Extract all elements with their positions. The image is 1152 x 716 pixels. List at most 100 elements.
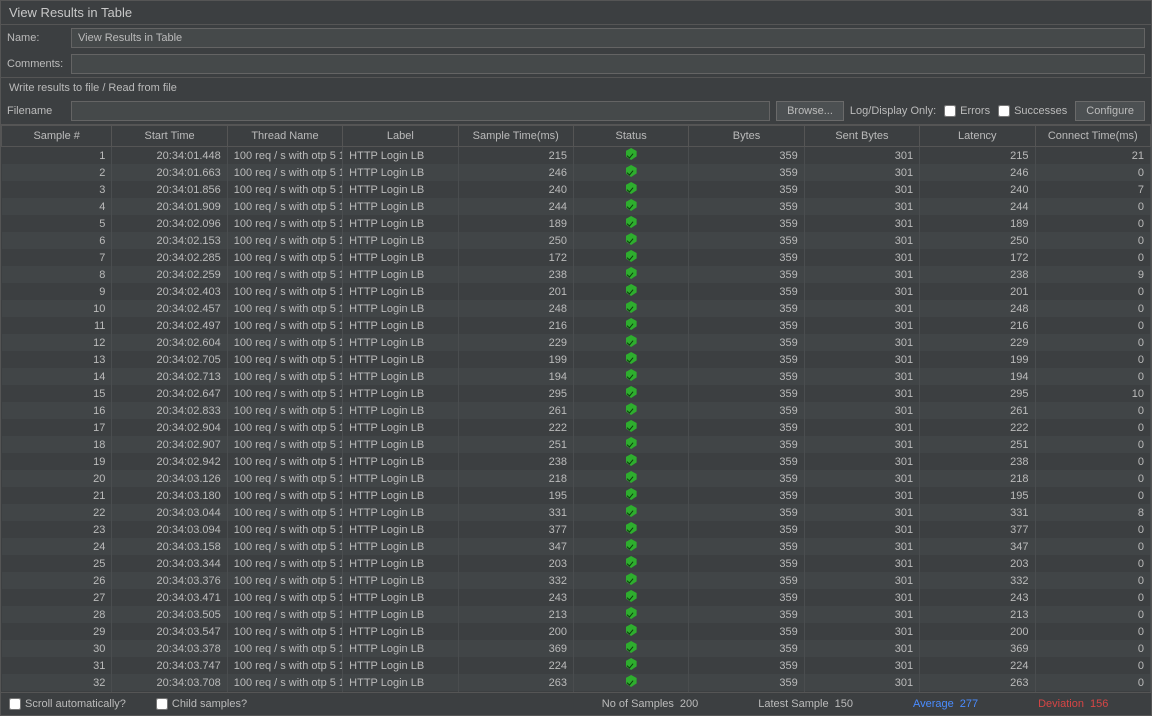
cell: 263 (458, 674, 573, 691)
child-samples-input[interactable] (156, 698, 168, 710)
table-row[interactable]: 720:34:02.285100 req / s with otp 5 1-2H… (2, 249, 1151, 266)
successes-checkbox-input[interactable] (998, 105, 1010, 117)
cell: HTTP Login LB (343, 283, 458, 300)
column-header-4[interactable]: Sample Time(ms) (458, 126, 573, 147)
cell: 301 (804, 334, 919, 351)
table-row[interactable]: 2820:34:03.505100 req / s with otp 5 1-3… (2, 606, 1151, 623)
cell: 213 (920, 606, 1035, 623)
column-header-2[interactable]: Thread Name (227, 126, 342, 147)
cell: 224 (458, 657, 573, 674)
scroll-auto-checkbox[interactable]: Scroll automatically? (9, 698, 126, 710)
table-row[interactable]: 2220:34:03.044100 req / s with otp 5 1-5… (2, 504, 1151, 521)
cell: 100 req / s with otp 5 1-1 (227, 283, 342, 300)
cell: 218 (920, 470, 1035, 487)
scroll-auto-input[interactable] (9, 698, 21, 710)
errors-checkbox-input[interactable] (944, 105, 956, 117)
table-row[interactable]: 820:34:02.259100 req / s with otp 5 1-3H… (2, 266, 1151, 283)
name-row: Name: (1, 25, 1151, 51)
table-row[interactable]: 120:34:01.448100 req / s with otp 5 1-1H… (2, 147, 1151, 165)
cell: 199 (458, 351, 573, 368)
table-row[interactable]: 3020:34:03.378100 req / s with otp 5 1-5… (2, 640, 1151, 657)
cell: HTTP Login LB (343, 538, 458, 555)
cell: 359 (689, 436, 804, 453)
table-row[interactable]: 1220:34:02.604100 req / s with otp 5 1-1… (2, 334, 1151, 351)
cell: 20:34:01.909 (112, 198, 227, 215)
table-row[interactable]: 3120:34:03.747100 req / s with otp 5 1-2… (2, 657, 1151, 674)
table-row[interactable]: 2320:34:03.094100 req / s with otp 5 1-1… (2, 521, 1151, 538)
column-header-6[interactable]: Bytes (689, 126, 804, 147)
cell: 7 (1035, 181, 1151, 198)
status-success-icon (626, 675, 637, 687)
cell: 301 (804, 674, 919, 691)
cell: 3 (2, 181, 112, 198)
table-row[interactable]: 1320:34:02.705100 req / s with otp 5 1-2… (2, 351, 1151, 368)
table-row[interactable]: 2720:34:03.471100 req / s with otp 5 1-1… (2, 589, 1151, 606)
child-samples-checkbox[interactable]: Child samples? (156, 698, 247, 710)
cell: 16 (2, 402, 112, 419)
cell (573, 555, 688, 572)
name-input[interactable] (71, 28, 1145, 48)
status-success-icon (626, 267, 637, 279)
status-success-icon (626, 216, 637, 228)
cell: 100 req / s with otp 5 1-3 (227, 317, 342, 334)
cell: HTTP Login LB (343, 249, 458, 266)
table-row[interactable]: 1620:34:02.833100 req / s with otp 5 1-1… (2, 402, 1151, 419)
table-row[interactable]: 2020:34:03.126100 req / s with otp 5 1-2… (2, 470, 1151, 487)
column-header-1[interactable]: Start Time (112, 126, 227, 147)
table-row[interactable]: 3220:34:03.708100 req / s with otp 5 1-4… (2, 674, 1151, 691)
table-row[interactable]: 1820:34:02.907100 req / s with otp 5 1-3… (2, 436, 1151, 453)
status-success-icon (626, 539, 637, 551)
cell: 0 (1035, 419, 1151, 436)
table-row[interactable]: 1020:34:02.457100 req / s with otp 5 1-2… (2, 300, 1151, 317)
table-row[interactable]: 2620:34:03.376100 req / s with otp 5 1-4… (2, 572, 1151, 589)
cell: 359 (689, 266, 804, 283)
table-row[interactable]: 2920:34:03.547100 req / s with otp 5 1-2… (2, 623, 1151, 640)
table-row[interactable]: 620:34:02.153100 req / s with otp 5 1-1H… (2, 232, 1151, 249)
cell: 359 (689, 419, 804, 436)
table-row[interactable]: 1420:34:02.713100 req / s with otp 5 1-3… (2, 368, 1151, 385)
cell: 244 (920, 198, 1035, 215)
cell: 301 (804, 657, 919, 674)
column-header-7[interactable]: Sent Bytes (804, 126, 919, 147)
column-header-9[interactable]: Connect Time(ms) (1035, 126, 1151, 147)
configure-button[interactable]: Configure (1075, 101, 1145, 121)
cell: 0 (1035, 368, 1151, 385)
table-row[interactable]: 320:34:01.856100 req / s with otp 5 1-2H… (2, 181, 1151, 198)
column-header-3[interactable]: Label (343, 126, 458, 147)
cell: 100 req / s with otp 5 1-1 (227, 232, 342, 249)
column-header-5[interactable]: Status (573, 126, 688, 147)
table-row[interactable]: 520:34:02.096100 req / s with otp 5 1-2H… (2, 215, 1151, 232)
table-row[interactable]: 220:34:01.663100 req / s with otp 5 1-1H… (2, 164, 1151, 181)
successes-checkbox[interactable]: Successes (998, 105, 1067, 117)
table-row[interactable]: 2420:34:03.158100 req / s with otp 5 1-3… (2, 538, 1151, 555)
browse-button[interactable]: Browse... (776, 101, 844, 121)
errors-checkbox[interactable]: Errors (944, 105, 990, 117)
cell: 0 (1035, 487, 1151, 504)
table-row[interactable]: 1520:34:02.647100 req / s with otp 5 1-4… (2, 385, 1151, 402)
cell: 27 (2, 589, 112, 606)
status-success-icon (626, 250, 637, 262)
results-table-wrap: Sample #Start TimeThread NameLabelSample… (1, 125, 1151, 692)
cell: 203 (920, 555, 1035, 572)
cell: 100 req / s with otp 5 1-4 (227, 674, 342, 691)
table-row[interactable]: 1120:34:02.497100 req / s with otp 5 1-3… (2, 317, 1151, 334)
column-header-0[interactable]: Sample # (2, 126, 112, 147)
cell: 261 (920, 402, 1035, 419)
table-row[interactable]: 2520:34:03.344100 req / s with otp 5 1-2… (2, 555, 1151, 572)
table-row[interactable]: 2120:34:03.180100 req / s with otp 5 1-4… (2, 487, 1151, 504)
filename-input[interactable] (71, 101, 770, 121)
cell (573, 640, 688, 657)
cell (573, 504, 688, 521)
cell: 8 (2, 266, 112, 283)
cell: 24 (2, 538, 112, 555)
cell: 100 req / s with otp 5 1-3 (227, 538, 342, 555)
deviation-value: 156 (1090, 698, 1108, 710)
comments-input[interactable] (71, 54, 1145, 74)
table-row[interactable]: 1920:34:02.942100 req / s with otp 5 1-4… (2, 453, 1151, 470)
column-header-8[interactable]: Latency (920, 126, 1035, 147)
cell: HTTP Login LB (343, 453, 458, 470)
cell (573, 334, 688, 351)
table-row[interactable]: 1720:34:02.904100 req / s with otp 5 1-2… (2, 419, 1151, 436)
table-row[interactable]: 920:34:02.403100 req / s with otp 5 1-1H… (2, 283, 1151, 300)
table-row[interactable]: 420:34:01.909100 req / s with otp 5 1-1H… (2, 198, 1151, 215)
